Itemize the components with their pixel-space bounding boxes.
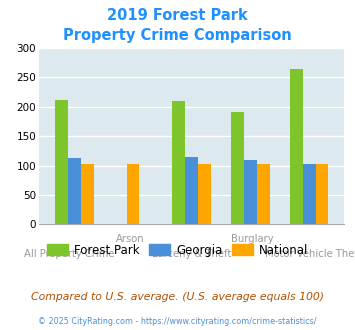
Text: All Property Crime: All Property Crime <box>24 249 115 259</box>
Bar <box>231 112 244 224</box>
Bar <box>316 164 328 224</box>
Text: 2019 Forest Park: 2019 Forest Park <box>107 8 248 23</box>
Text: Motor Vehicle Theft: Motor Vehicle Theft <box>266 249 355 259</box>
Bar <box>290 69 303 224</box>
Bar <box>172 101 185 224</box>
Bar <box>303 164 316 224</box>
Bar <box>68 158 81 224</box>
Bar <box>185 157 198 224</box>
Text: © 2025 CityRating.com - https://www.cityrating.com/crime-statistics/: © 2025 CityRating.com - https://www.city… <box>38 317 317 326</box>
Text: Burglary: Burglary <box>231 234 274 244</box>
Bar <box>257 164 270 224</box>
Text: Arson: Arson <box>116 234 145 244</box>
Bar <box>244 160 257 224</box>
Legend: Forest Park, Georgia, National: Forest Park, Georgia, National <box>42 239 313 261</box>
Bar <box>55 100 68 224</box>
Bar <box>126 164 140 224</box>
Text: Property Crime Comparison: Property Crime Comparison <box>63 28 292 43</box>
Text: Compared to U.S. average. (U.S. average equals 100): Compared to U.S. average. (U.S. average … <box>31 292 324 302</box>
Bar <box>81 164 94 224</box>
Bar <box>198 164 211 224</box>
Text: Larceny & Theft: Larceny & Theft <box>152 249 231 259</box>
